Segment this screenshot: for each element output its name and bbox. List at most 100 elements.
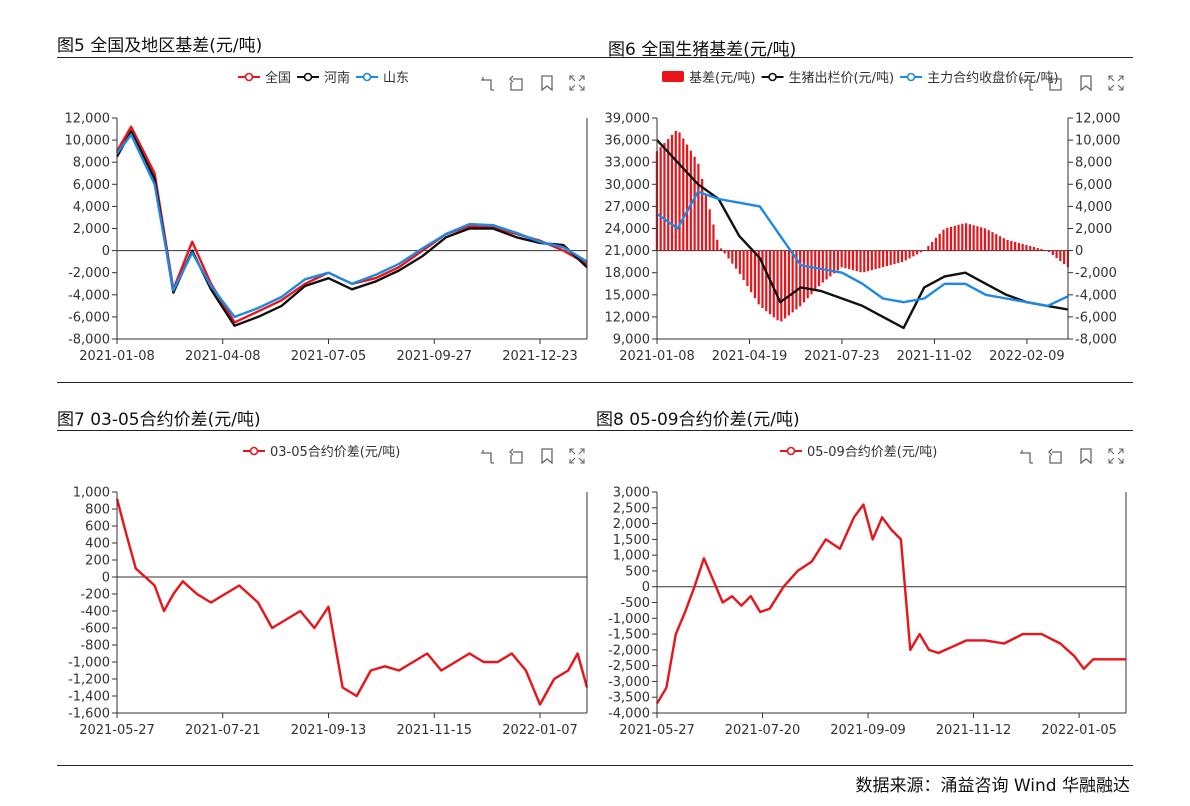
fullscreen-icon[interactable] xyxy=(568,447,586,465)
back-icon[interactable] xyxy=(1047,74,1065,92)
fig6-basis-bars xyxy=(655,130,1069,322)
fig6-basis-bar xyxy=(810,250,813,295)
fullscreen-icon[interactable] xyxy=(1107,74,1125,92)
fig6-basis-bar xyxy=(980,227,983,251)
fig6-basis-bar xyxy=(1025,244,1028,251)
fig6-legend: 基差(元/吨) 生猪出栏价(元/吨) 主力合约收盘价(元/吨) xyxy=(662,70,1059,86)
fullscreen-icon[interactable] xyxy=(1107,447,1125,465)
fig7-toolbox xyxy=(478,447,586,465)
fig6-basis-bar xyxy=(964,223,968,251)
fig6-basis-bar xyxy=(848,250,851,270)
fig6-basis-bar xyxy=(814,250,817,291)
fig6-basis-bar xyxy=(761,250,764,309)
fig5-ytick-label: 2,000 xyxy=(73,222,110,237)
fig6-basis-bar xyxy=(912,250,915,257)
fig6-basis-bar xyxy=(885,250,889,267)
fig6-xtick-label: 2021-07-23 xyxy=(804,349,880,364)
fig6-basis-bar xyxy=(919,250,922,253)
fig7-ytick-label: 400 xyxy=(85,537,110,552)
fig6-basis-bar xyxy=(689,150,692,251)
fig6-ytick-right-label: -4,000 xyxy=(1075,288,1117,303)
fig8-xtick-label: 2021-11-12 xyxy=(936,723,1012,738)
fig6-ytick-right-label: 10,000 xyxy=(1075,134,1121,149)
fig5-ytick-label: 8,000 xyxy=(73,156,110,171)
fig6-basis-bar xyxy=(946,227,949,251)
fig6-xtick-label: 2022-02-09 xyxy=(989,349,1065,364)
fig5-ytick-label: 10,000 xyxy=(65,134,111,149)
restore-icon[interactable] xyxy=(478,447,496,465)
fig6-basis-bar xyxy=(791,250,794,313)
fig5-xtick-label: 2021-12-23 xyxy=(502,349,578,364)
fig6-xtick-label: 2021-01-08 xyxy=(619,349,695,364)
fig8-ytick-label: 3,000 xyxy=(613,486,650,501)
fig6-basis-bar xyxy=(1029,245,1032,251)
restore-icon[interactable] xyxy=(1017,447,1035,465)
fig6-basis-bar xyxy=(859,250,862,273)
fig6-ytick-label: 36,000 xyxy=(605,134,651,149)
fig6-basis-bar xyxy=(663,143,666,251)
fig6-basis-bar xyxy=(851,250,855,271)
fig5-legend-marker xyxy=(244,72,254,82)
fig6-x-axis: 2021-01-08 2021-04-19 2021-07-23 2021-11-02… xyxy=(619,338,1068,364)
fig8-ytick-label: 1,500 xyxy=(613,533,650,548)
fig8-legend: 05-09合约价差(元/吨) xyxy=(780,445,937,460)
fig5-series-0 xyxy=(115,125,588,324)
fig5-ytick-label: 4,000 xyxy=(73,200,110,215)
fig6-series-0 xyxy=(656,139,1069,330)
bookmark-icon[interactable] xyxy=(538,447,556,465)
fig6-ytick-label: 24,000 xyxy=(605,222,651,237)
fig7-legend: 03-05合约价差(元/吨) xyxy=(243,445,400,460)
fig6-basis-bar xyxy=(953,225,956,251)
fig5-y-axis: 12,000 10,000 8,000 6,000 4,000 2,000 0 -2,000 -… xyxy=(65,112,117,348)
fig6-ytick-right-label: 6,000 xyxy=(1075,178,1112,193)
fig7-x-axis: 2021-05-27 2021-07-21 2021-09-13 2021-11-15… xyxy=(79,712,587,738)
fig5-series-1 xyxy=(115,130,588,327)
fig6-basis-bar xyxy=(667,138,670,251)
fig6-basis-bar xyxy=(753,250,757,299)
back-icon[interactable] xyxy=(508,74,526,92)
fig6-basis-bar xyxy=(870,250,873,271)
fig5-legend-label: 河南 xyxy=(324,70,350,86)
fig6-basis-bar xyxy=(1017,242,1020,251)
fig7-series-0 xyxy=(115,498,589,706)
restore-icon[interactable] xyxy=(478,74,496,92)
restore-icon[interactable] xyxy=(1017,74,1035,92)
bookmark-icon[interactable] xyxy=(1077,447,1095,465)
fig6-basis-bar xyxy=(670,134,674,251)
fig6-ytick-label: 27,000 xyxy=(605,200,651,215)
back-icon[interactable] xyxy=(508,447,526,465)
fig6-basis-bar xyxy=(723,250,726,254)
fullscreen-icon[interactable] xyxy=(568,74,586,92)
fig6-xtick-label: 2021-04-19 xyxy=(712,349,788,364)
fig6-basis-bar xyxy=(908,250,911,259)
fig6-basis-bar xyxy=(693,156,696,251)
fig6-ytick-label: 15,000 xyxy=(605,288,651,303)
fig6-basis-bar xyxy=(659,147,662,251)
fig6-basis-bar xyxy=(949,226,953,251)
fig7-ytick-label: 0 xyxy=(102,571,110,586)
fig6-basis-bar xyxy=(727,250,730,259)
fig8-ytick-label: 2,500 xyxy=(613,501,650,516)
fig6-xtick-label: 2021-11-02 xyxy=(897,349,973,364)
fig6-basis-bar xyxy=(1032,247,1036,251)
fig6-basis-bar xyxy=(829,250,832,277)
fig5-legend-label: 全国 xyxy=(265,70,291,86)
fig6-basis-bar xyxy=(746,250,749,287)
fig6-basis-bar xyxy=(1014,241,1017,251)
fig5-x-axis: 2021-01-08 2021-04-08 2021-07-05 2021-09-27… xyxy=(79,338,587,364)
fig6-basis-bar xyxy=(878,250,881,269)
fig7-ytick-label: 600 xyxy=(85,520,110,535)
back-icon[interactable] xyxy=(1047,447,1065,465)
bookmark-icon[interactable] xyxy=(1077,74,1095,92)
fig6-series-1 xyxy=(656,190,1069,308)
fig6-basis-bar xyxy=(998,236,1002,251)
fig8-ytick-label: -4,000 xyxy=(608,707,650,722)
fig6-basis-bar xyxy=(1010,240,1013,251)
fig8-ytick-label: -2,000 xyxy=(608,643,650,658)
fig6-basis-bar xyxy=(780,250,783,322)
fig6-basis-bar xyxy=(934,237,938,251)
fig7-ytick-label: -1,600 xyxy=(68,707,110,722)
fig8-ytick-label: 0 xyxy=(642,580,650,595)
bookmark-icon[interactable] xyxy=(538,74,556,92)
fig7-ytick-label: 1,000 xyxy=(73,486,110,501)
